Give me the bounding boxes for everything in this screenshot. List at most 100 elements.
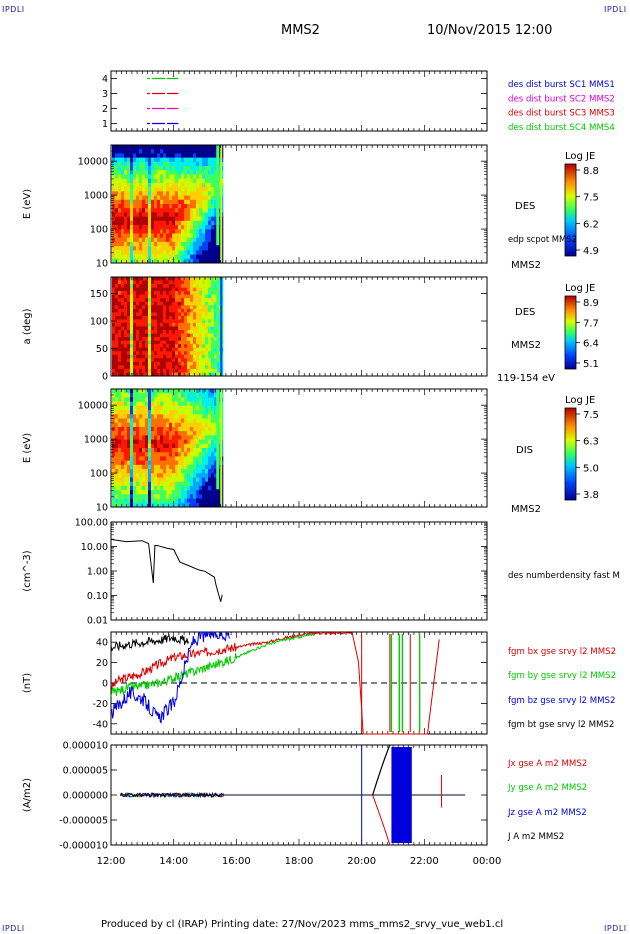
spectrogram-cell: [145, 305, 149, 310]
spectrogram-cell: [184, 477, 188, 483]
spectrogram-cell: [163, 233, 167, 239]
spectrogram-cell: [136, 414, 140, 419]
spectrogram-cell: [145, 490, 149, 495]
spectrogram-cell: [133, 452, 137, 457]
spectrogram-cell: [145, 418, 149, 424]
spectrogram-cell: [202, 418, 206, 424]
spectrogram-cell: [208, 208, 212, 213]
spectrogram-cell: [115, 358, 119, 363]
spectrogram-cell: [178, 170, 182, 175]
spectrogram-cell: [202, 405, 206, 411]
spectrogram-cell: [151, 298, 155, 303]
corner-label: IPDLI: [604, 924, 627, 933]
spectrogram-cell: [190, 431, 194, 436]
spectrogram-cell: [169, 431, 173, 436]
spectrogram-cell: [196, 277, 200, 281]
spectrogram-cell: [196, 410, 200, 415]
spectrogram-cell: [193, 340, 197, 345]
spectrogram-cell: [139, 337, 143, 341]
spectrogram-cell: [160, 225, 164, 230]
spectrogram-cell: [130, 368, 134, 373]
spectrogram-cell: [199, 237, 203, 243]
spectrogram-cell: [214, 170, 218, 175]
spectrogram-cell: [190, 161, 194, 167]
spectrogram-cell: [133, 435, 137, 440]
spectrogram-cell: [133, 358, 137, 363]
spectrogram-cell: [178, 481, 182, 487]
spectrogram-cell: [181, 358, 185, 363]
spectrogram-cell: [166, 494, 170, 499]
spectrogram-cell: [142, 174, 146, 180]
spectrogram-cell: [136, 393, 140, 398]
spectrogram-cell: [124, 225, 128, 230]
spectrogram-cell: [181, 298, 185, 303]
spectrogram-cell: [166, 301, 170, 306]
spectrogram-cell: [124, 502, 128, 508]
spectrogram-cell: [202, 354, 206, 359]
spectrogram-cell: [124, 443, 128, 449]
spectrogram-cell: [169, 161, 173, 167]
spectrogram-cell: [178, 294, 182, 299]
spectrogram-cell: [169, 277, 173, 281]
spectrogram-cell: [175, 481, 179, 487]
spectrogram-cell: [154, 485, 158, 491]
spectrogram-cell: [193, 368, 197, 373]
spectrogram-cell: [124, 372, 128, 377]
spectrogram-cell: [211, 305, 215, 310]
spectrogram-cell: [154, 422, 158, 428]
spectrogram-cell: [151, 464, 155, 470]
spectrogram-cell: [178, 333, 182, 338]
spectrogram-cell: [127, 241, 131, 247]
spectrogram-cell: [139, 254, 143, 260]
spectrogram-cell: [208, 157, 212, 163]
spectrogram-cell: [148, 212, 152, 217]
spectrogram-cell: [142, 405, 146, 411]
spectrogram-cell: [187, 308, 191, 313]
spectrogram-cell: [211, 161, 215, 167]
spectrogram-cell: [184, 301, 188, 306]
spectrogram-cell: [157, 284, 161, 288]
spectrogram-cell: [142, 153, 146, 158]
spectrogram-cell: [187, 439, 191, 445]
spectrogram-cell: [127, 298, 131, 303]
spectrogram-cell: [139, 464, 143, 470]
spectrogram-cell: [208, 502, 212, 508]
spectrogram-cell: [151, 287, 155, 292]
spectrogram-cell: [181, 502, 185, 508]
spectrogram-cell: [187, 333, 191, 338]
spectrogram-cell: [145, 322, 149, 327]
spectrogram-cell: [121, 191, 125, 196]
spectrogram-cell: [148, 393, 152, 398]
spectrogram-cell: [136, 182, 140, 188]
spectrogram-cell: [190, 208, 194, 213]
spectrogram-cell: [145, 351, 149, 356]
spectrogram-cell: [205, 405, 209, 411]
spectrogram-cell: [130, 298, 134, 303]
spectrogram-cell: [151, 431, 155, 436]
spectrogram-cell: [169, 326, 173, 331]
spectrogram-cell: [163, 174, 167, 180]
spectrogram-cell: [112, 220, 116, 226]
spectrogram-cell: [211, 443, 215, 449]
spectrogram-cell: [199, 431, 203, 436]
spectrogram-cell: [121, 170, 125, 175]
spectrogram-cell: [163, 464, 167, 470]
spectrogram-cell: [181, 199, 185, 205]
spectrogram-cell: [196, 166, 200, 171]
spectrogram-cell: [133, 354, 137, 359]
spectrogram-cell: [163, 308, 167, 313]
spectrogram-cell: [124, 326, 128, 331]
spectrogram-cell: [148, 153, 152, 158]
spectrogram-cell: [154, 477, 158, 483]
spectrogram-cell: [172, 414, 176, 419]
spectrogram-cell: [151, 174, 155, 180]
spectrogram-cell: [127, 233, 131, 239]
x-tick-label: 22:00: [410, 856, 439, 867]
spectrogram-cell: [154, 435, 158, 440]
spectrogram-cell: [208, 237, 212, 243]
spectrogram-cell: [184, 277, 188, 281]
spectrogram-cell: [169, 212, 173, 217]
spectrogram-cell: [121, 305, 125, 310]
spectrogram-cell: [124, 469, 128, 474]
spectrogram-cell: [211, 254, 215, 260]
